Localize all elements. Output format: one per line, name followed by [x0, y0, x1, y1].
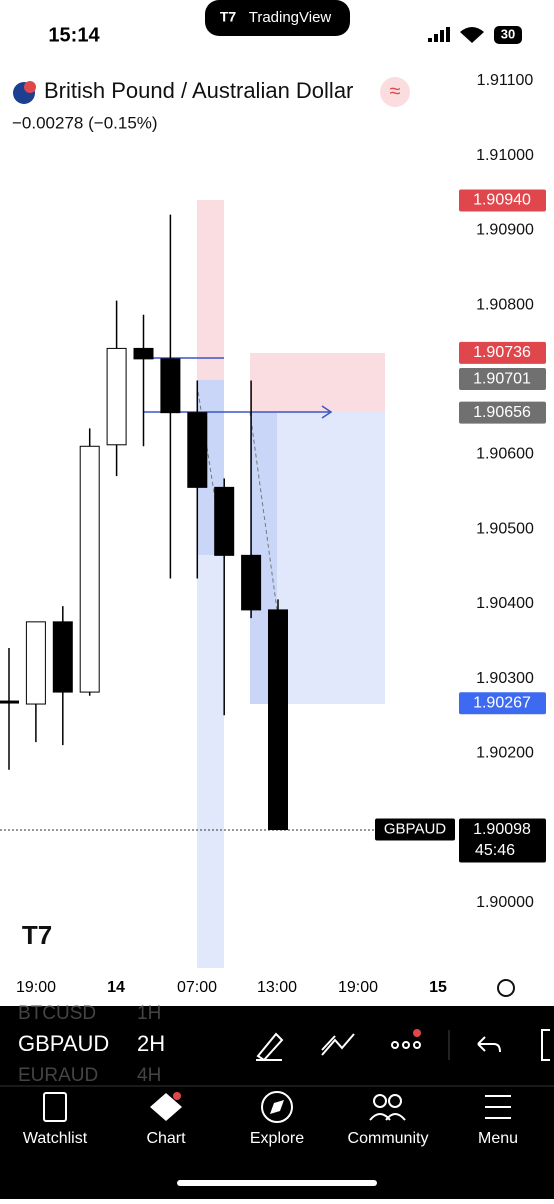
community-icon[interactable] — [369, 1094, 406, 1121]
nav-label[interactable]: Menu — [478, 1130, 518, 1147]
nav-label[interactable]: Chart — [146, 1130, 186, 1147]
x-tick-label: 15 — [429, 979, 447, 996]
candle-body — [25, 621, 46, 705]
price-badge — [459, 189, 546, 212]
x-tick-label: 14 — [107, 979, 125, 996]
explore-icon — [270, 1100, 284, 1114]
notification-dot — [413, 1029, 421, 1037]
candle-body — [214, 486, 235, 556]
symbol-title[interactable]: British Pound / Australian Dollar — [44, 78, 353, 103]
settings-icon[interactable] — [497, 979, 515, 997]
undo[interactable] — [477, 1036, 501, 1053]
redo[interactable] — [541, 1029, 550, 1061]
menu-icon[interactable] — [485, 1095, 511, 1119]
x-tick-label: 07:00 — [177, 979, 217, 996]
countdown: 45:46 — [475, 842, 515, 859]
price-badge-label: 1.90940 — [473, 192, 531, 209]
draw-tool[interactable] — [256, 1032, 284, 1062]
candle-body — [268, 609, 288, 831]
price-badge — [459, 341, 546, 364]
badge — [380, 77, 410, 107]
x-tick-label: 19:00 — [338, 979, 378, 996]
y-tick-label: 1.90600 — [476, 446, 534, 463]
battery — [494, 26, 522, 44]
last-price-badge — [459, 818, 546, 863]
clock: 15:14 — [48, 24, 100, 46]
x-tick-label: 13:00 — [257, 979, 297, 996]
symbol-selected[interactable]: GBPAUD — [18, 1031, 109, 1056]
interval-option[interactable]: 1H — [137, 1003, 161, 1024]
symbol-option[interactable]: EURAUD — [18, 1065, 98, 1086]
x-tick-label: 19:00 — [16, 979, 56, 996]
logo: T7 — [220, 9, 237, 25]
y-tick-label: 1.90200 — [476, 745, 534, 762]
chart-icon[interactable] — [150, 1093, 182, 1121]
candle-body — [160, 358, 181, 414]
nav-label[interactable]: Explore — [250, 1130, 304, 1147]
y-tick-label: 1.90800 — [476, 296, 534, 313]
y-tick-label: 1.91000 — [476, 147, 534, 164]
y-tick-label: 1.90000 — [476, 894, 534, 911]
more-tool[interactable] — [391, 1041, 421, 1049]
candle-body — [79, 445, 100, 693]
y-tick-label: 1.90500 — [476, 520, 534, 537]
candle-body — [187, 412, 208, 488]
price-badge-label: 1.90701 — [473, 370, 531, 387]
badge-icon: ≈ — [390, 80, 401, 102]
y-tick-label: 1.90900 — [476, 222, 534, 239]
indicator-tool[interactable] — [321, 1033, 355, 1056]
price-badge — [459, 692, 546, 715]
last-price-label: 1.90098 — [473, 821, 531, 838]
watermark: T7 — [22, 920, 52, 950]
stop-zone — [197, 200, 224, 380]
price-badge-label: 1.90736 — [473, 344, 531, 361]
wifi — [460, 27, 484, 43]
path-line — [249, 411, 278, 611]
notification-dot — [173, 1092, 181, 1100]
stop-zone — [250, 353, 385, 412]
watchlist-icon[interactable] — [43, 1092, 67, 1122]
candle-body — [133, 347, 154, 360]
y-tick-label: 1.90300 — [476, 670, 534, 687]
battery-level: 30 — [501, 26, 515, 41]
symbol-option[interactable]: BTCUSD — [18, 1003, 96, 1024]
price-change: −0.00278 (−0.15%) — [12, 113, 158, 132]
nav-label[interactable]: Watchlist — [23, 1130, 88, 1147]
price-badge-label: 1.90656 — [473, 404, 531, 421]
plot: 1.91100 1.91000 1.90900 1.90800 1.90600 1.905… — [0, 72, 546, 911]
candle-body — [52, 621, 73, 693]
candle-body — [106, 347, 127, 446]
interval-selected[interactable]: 2H — [137, 1031, 165, 1056]
candle-body — [241, 554, 262, 611]
interval-option[interactable]: 4H — [137, 1065, 161, 1086]
y-tick-label: 1.91100 — [477, 72, 534, 89]
candle-body — [0, 700, 19, 704]
app-name: TradingView — [249, 9, 332, 26]
y-tick-label: 1.90400 — [476, 595, 534, 612]
home-indicator — [177, 1180, 377, 1186]
symbol-badge-label: GBPAUD — [384, 821, 446, 838]
explore-icon[interactable] — [261, 1091, 293, 1123]
arrow — [321, 405, 333, 419]
nav-label[interactable]: Community — [348, 1130, 429, 1147]
price-badge-label: 1.90267 — [473, 695, 531, 712]
app-pill — [205, 0, 350, 36]
flag-icon — [24, 81, 36, 93]
symbol-badge — [375, 818, 455, 841]
price-badge — [459, 368, 546, 391]
signal — [428, 27, 450, 42]
price-badge — [459, 401, 546, 424]
